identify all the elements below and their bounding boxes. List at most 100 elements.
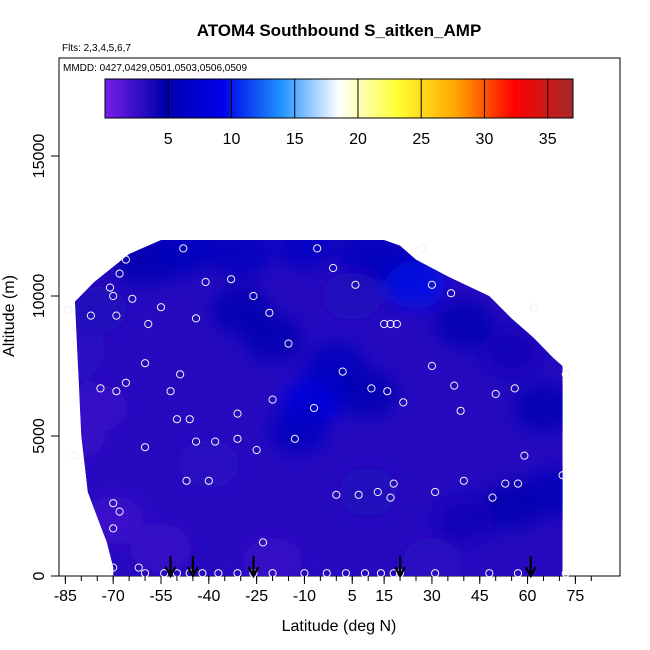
field-cell [513,384,563,432]
data-point [427,361,437,371]
colorbar-tick-label: 10 [223,131,241,148]
data-point [140,443,150,452]
data-point [459,476,468,485]
field-clipped [74,240,563,576]
data-point [341,569,350,578]
y-tick-label: 5000 [31,418,48,454]
data-point [418,244,427,253]
field-cell [268,406,329,455]
field-cell [242,314,303,362]
colorbar-tick-label: 25 [412,131,430,148]
data-point [520,451,529,460]
data-point [258,538,268,547]
field-cell [74,328,105,376]
profile-arrow-head [247,566,260,579]
data-point [121,378,131,387]
colorbar-tick-label: 20 [349,131,367,148]
data-point [198,569,207,578]
data-point [354,490,363,499]
data-point [373,487,382,497]
data-point [290,434,299,443]
data-point [268,395,277,404]
data-point [204,476,213,485]
field-cell [74,384,128,432]
data-point [109,499,118,508]
data-point [488,493,497,502]
data-point [227,275,236,284]
data-point [561,370,570,379]
x-tick-label: -70 [102,588,125,605]
data-point [351,280,360,289]
data-point [360,569,370,578]
profile-arrow-head [164,566,177,579]
profile-arrow-head [524,566,537,579]
x-axis: -85 -70 -55 -40 -25 -10 5 15 30 45 60 75 [54,576,592,605]
profile-arrow [164,556,177,579]
x-axis-label: Latitude (deg N) [282,618,397,635]
field-cell [131,524,191,572]
x-tick-label: 45 [471,588,489,605]
data-point [427,280,437,289]
data-point [309,403,319,413]
heatmap-field [74,240,563,576]
profile-arrow [247,556,260,579]
data-point [491,389,500,399]
data-point [115,269,124,278]
data-point [386,319,395,329]
data-point [446,289,456,298]
field-cell [274,240,335,270]
field-cell [322,272,383,320]
data-point [485,569,494,578]
data-point [86,311,95,320]
data-point [284,339,293,348]
data-point [249,291,258,301]
data-point [252,445,261,455]
y-axis: 0 5000 10000 15000 [31,134,59,580]
data-point [513,569,523,578]
observation-points [64,244,570,578]
data-point [121,255,131,264]
data-point [322,569,331,578]
data-point [561,569,570,578]
colorbar-tick-label: 35 [539,131,557,148]
field-cell [83,496,144,544]
field-cell [481,482,542,530]
field-cell [210,240,271,278]
data-point [376,569,386,578]
data-point [140,359,150,368]
data-point [233,409,242,418]
field-cell [481,328,542,376]
field-cell [433,496,494,544]
data-point [313,244,322,253]
data-point [112,311,121,320]
data-point [431,487,440,497]
colorbar-gradient [104,78,574,119]
data-point [450,381,459,390]
field-cell [74,286,128,334]
data-point [431,569,440,578]
colorbar-tick-label: 5 [164,131,173,148]
data-point [112,387,121,396]
data-point [134,563,143,572]
data-point [265,308,274,317]
data-point [501,479,510,488]
data-point [214,569,223,578]
data-point [529,303,539,312]
field-cell [338,370,399,418]
data-point [144,319,153,329]
data-point [179,244,188,253]
data-point [191,314,201,323]
x-tick-label: -40 [197,588,220,605]
chart-title: ATOM4 Southbound S_aitken_AMP [197,21,482,40]
data-point [115,507,124,516]
y-tick-label: 0 [31,571,48,580]
data-point [367,384,376,393]
data-point [383,387,392,396]
colorbar: 5 10 15 20 25 30 35 [104,78,574,148]
field-cells [74,240,563,576]
data-point [329,263,338,273]
data-point [109,291,118,301]
colorbar-ticks: 5 10 15 20 25 30 35 [164,79,557,148]
data-point [64,305,73,315]
